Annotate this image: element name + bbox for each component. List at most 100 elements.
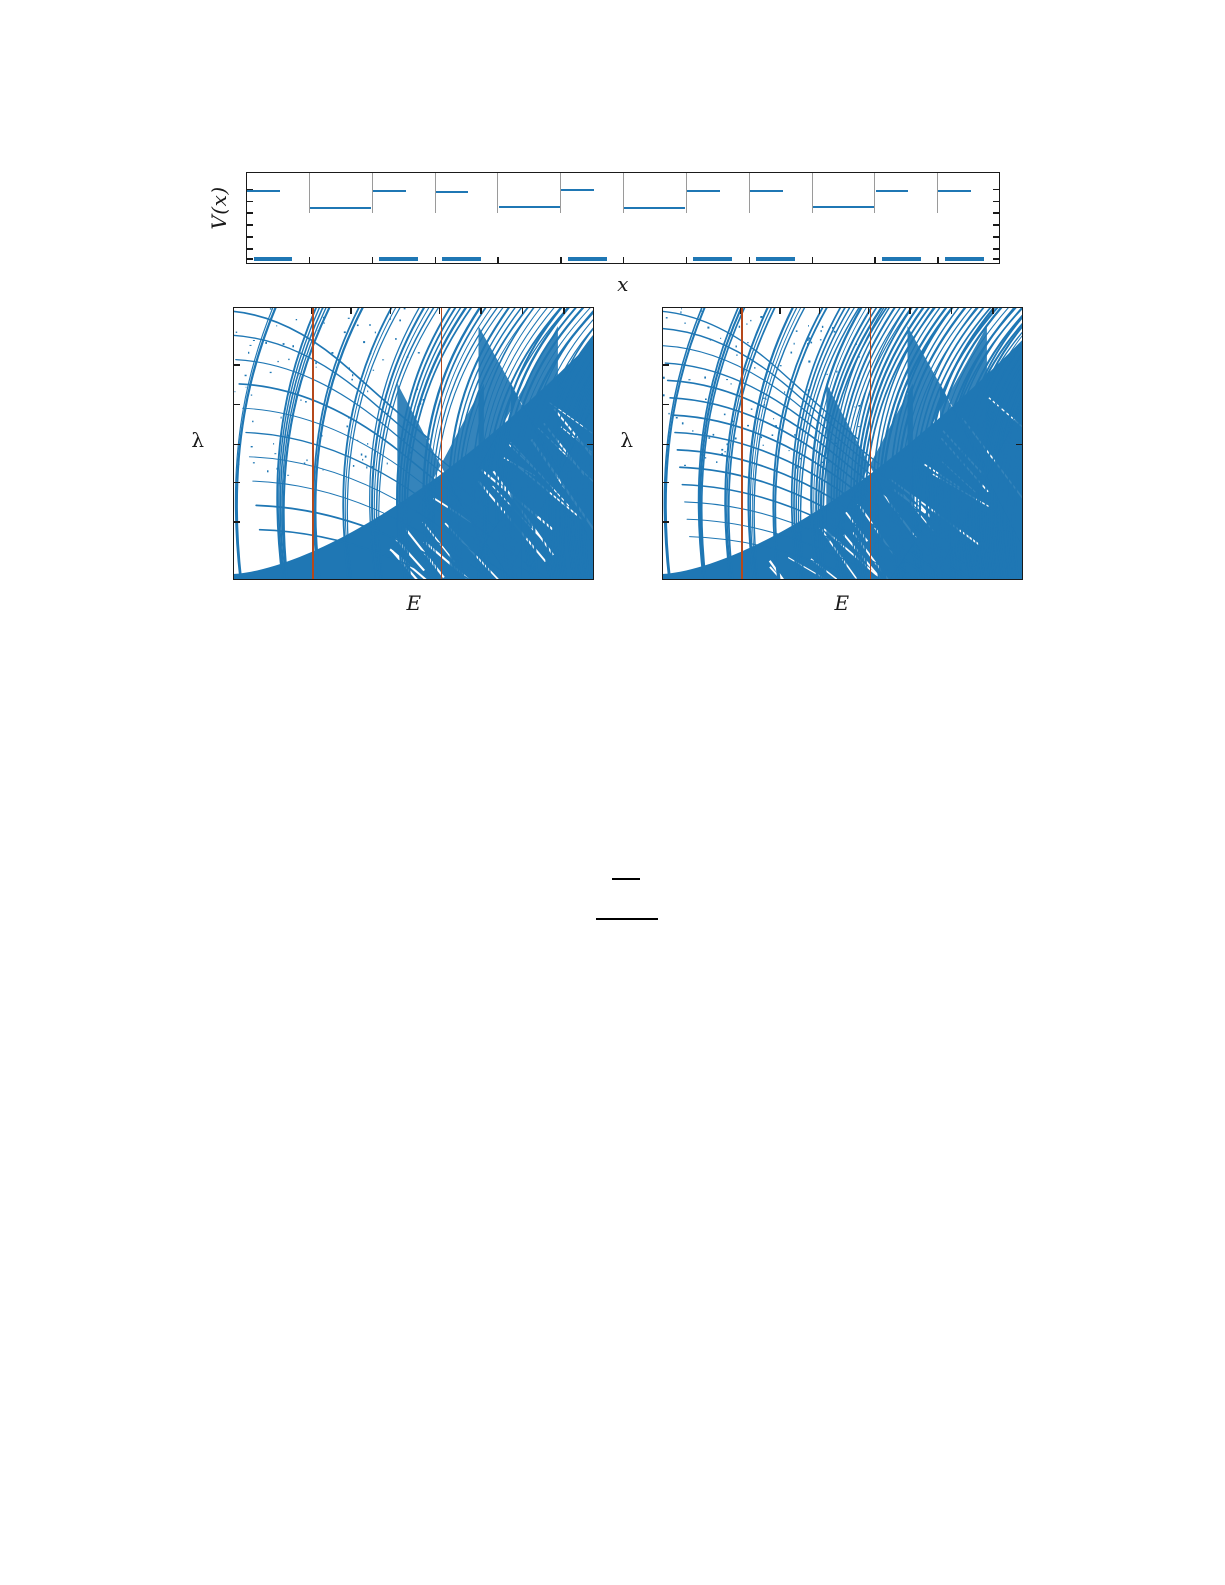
potential-cell-divider <box>434 173 436 214</box>
potential-x-tick <box>937 257 939 264</box>
spectral-point <box>417 352 420 354</box>
spectral-point <box>280 416 282 419</box>
spectral-point <box>250 446 253 448</box>
spectral-band-curve <box>569 381 594 580</box>
spectral-band-curve <box>428 307 493 580</box>
potential-barrier-segment <box>812 206 874 209</box>
spectral-band-curve <box>235 307 278 580</box>
spectral-band-curve <box>697 307 740 580</box>
spectral-point <box>720 337 722 339</box>
spectral-point <box>372 369 375 371</box>
potential-barrier-segment <box>687 190 720 193</box>
spectral-point <box>857 426 860 428</box>
spectral-point <box>853 453 855 455</box>
spectrum-x-tick <box>521 307 524 314</box>
spectral-band-region <box>940 383 987 570</box>
spectral-point <box>267 470 269 473</box>
spectral-point <box>726 379 728 381</box>
potential-well-segment <box>442 256 481 262</box>
spectral-point <box>738 325 741 328</box>
spectral-point <box>348 416 350 419</box>
spectral-point <box>760 436 762 439</box>
spectral-band-curve <box>342 307 393 580</box>
spectral-point <box>807 338 809 341</box>
potential-cell-divider <box>811 173 813 214</box>
spectral-point <box>252 462 255 464</box>
spectral-point <box>317 330 320 332</box>
spectrum-y-tick-right <box>587 443 594 445</box>
spectral-point <box>276 467 278 470</box>
spectrum-x-tick <box>310 307 312 314</box>
spectral-band-region <box>397 383 441 548</box>
spectrum-y-tick <box>662 521 669 523</box>
spectral-point <box>422 399 425 401</box>
spectrum-x-tick <box>390 307 392 314</box>
spectral-band-curve <box>425 307 488 580</box>
spectral-band-curve <box>843 307 913 580</box>
potential-cell-divider <box>937 173 939 214</box>
spectral-point <box>763 397 765 399</box>
spectral-band-gap <box>768 560 785 580</box>
resonance-marker-line <box>312 307 314 580</box>
spectral-band-curve <box>699 307 743 580</box>
potential-barrier-segment <box>561 189 595 192</box>
spectral-point <box>284 409 285 412</box>
spectral-point <box>808 337 810 340</box>
spectral-point <box>665 317 668 319</box>
spectral-point <box>723 413 726 416</box>
spectral-band-curve <box>797 307 856 580</box>
spectral-point <box>346 425 349 428</box>
potential-x-tick <box>560 257 562 264</box>
spectral-point <box>356 324 359 327</box>
spectral-band-curve <box>981 350 1023 580</box>
spectral-band-curve <box>681 483 920 580</box>
spectral-point <box>854 406 856 408</box>
spectral-band-curve <box>312 307 361 580</box>
spectrum-x-tick <box>992 307 994 314</box>
potential-x-tick <box>308 257 311 264</box>
spectral-band-curve <box>790 307 842 580</box>
spectral-point <box>252 340 255 341</box>
spectral-point <box>735 345 737 348</box>
spectral-band-curve <box>840 307 907 580</box>
spectral-point <box>343 331 346 334</box>
spectral-point <box>794 434 796 436</box>
spectral-point <box>351 378 353 381</box>
potential-y-tick <box>246 188 253 190</box>
spectral-point <box>681 422 684 425</box>
spectral-point <box>274 453 277 455</box>
spectral-point <box>322 316 325 319</box>
spectral-band-curve <box>671 414 975 580</box>
spectral-point <box>763 404 766 406</box>
spectral-band-curve <box>993 368 1023 580</box>
potential-y-tick-right <box>993 224 1000 226</box>
potential-well-segment <box>693 256 733 262</box>
spectral-point <box>386 412 389 415</box>
spectral-point <box>249 344 252 346</box>
potential-x-tick <box>623 257 625 264</box>
spectral-point <box>726 443 729 446</box>
spectral-point <box>707 326 710 329</box>
spectrum-right-plot-area <box>662 307 1023 580</box>
spectral-band-curve <box>562 387 594 580</box>
spectral-point <box>684 322 686 324</box>
spectral-point <box>395 338 397 340</box>
spectral-point <box>779 365 782 367</box>
spectral-band-curve <box>344 307 397 580</box>
spectral-band-curve <box>835 307 897 580</box>
fraction-bar-long <box>596 918 658 920</box>
spectral-point <box>736 354 738 356</box>
spectral-point <box>734 437 737 440</box>
spectral-band-curve <box>850 307 908 580</box>
spectral-point <box>323 322 325 324</box>
spectral-band-curve <box>406 307 473 580</box>
spectral-point <box>708 437 711 439</box>
spectral-point <box>836 469 839 471</box>
potential-x-tick <box>748 257 751 264</box>
spectrum-y-tick <box>662 481 669 484</box>
spectral-point <box>292 345 294 348</box>
spectral-band-region <box>557 404 594 548</box>
spectral-point <box>367 443 369 445</box>
spectral-band-curve <box>279 307 324 580</box>
